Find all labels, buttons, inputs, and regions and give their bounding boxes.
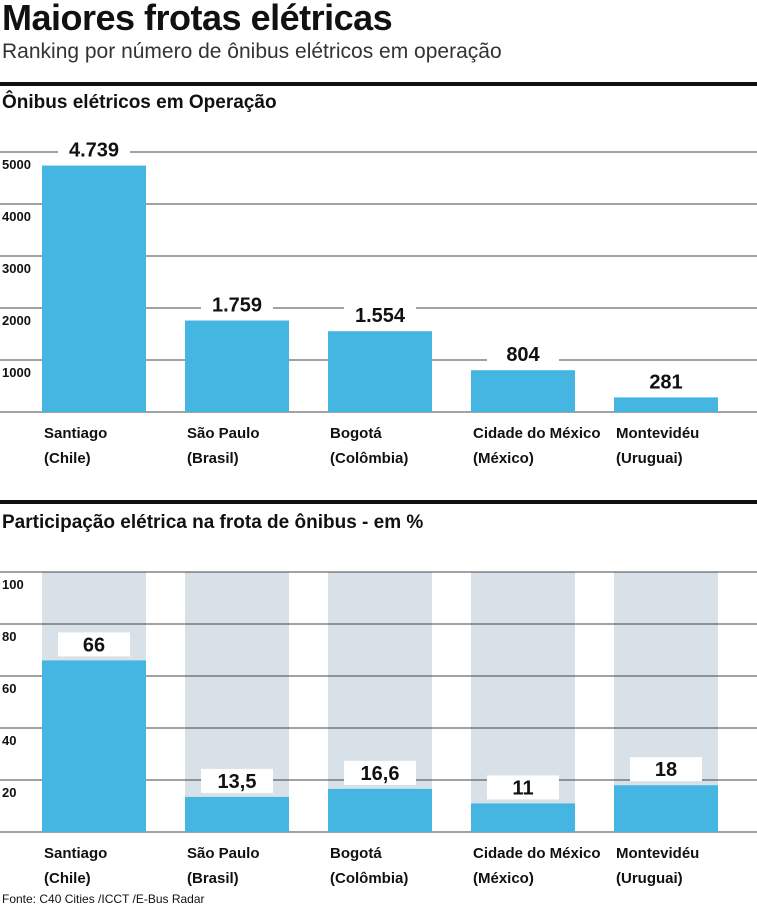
y-tick-label: 1000 (2, 365, 31, 380)
category-label: (Uruguai) (616, 870, 683, 887)
category-label: Cidade do México (473, 845, 601, 862)
value-label-bg (487, 775, 559, 800)
y-tick-label: 80 (2, 629, 16, 644)
category-label: (Uruguai) (616, 450, 683, 467)
bar (471, 803, 575, 832)
value-label-bg (487, 342, 559, 367)
value-label-bg (201, 292, 273, 317)
value-label: 4.739 (69, 140, 119, 162)
bar (185, 320, 289, 412)
y-tick-label: 40 (2, 733, 16, 748)
value-label-bg (344, 760, 416, 785)
bar-track (185, 572, 289, 832)
category-label: São Paulo (187, 845, 260, 862)
bar (185, 796, 289, 832)
category-label: (México) (473, 450, 534, 467)
bar (42, 165, 146, 412)
bar (471, 370, 575, 412)
page-title: Maiores frotas elétricas (2, 0, 393, 38)
category-label: São Paulo (187, 425, 260, 442)
value-label: 66 (83, 634, 105, 656)
value-label-bg (344, 303, 416, 328)
value-label-bg (630, 757, 702, 782)
bar (614, 785, 718, 832)
bar (328, 788, 432, 832)
chart2-title: Participação elétrica na frota de ônibus… (2, 512, 424, 533)
chart-electric-buses: 1000 2000 3000 4000 5000 4.739 Santiago (Chile)… (0, 137, 757, 467)
value-label: 18 (655, 759, 677, 781)
category-label: Santiago (44, 845, 107, 862)
value-label-bg (58, 632, 130, 657)
value-label: 11 (512, 777, 533, 799)
value-label: 1.759 (212, 295, 262, 317)
section-divider (0, 500, 757, 504)
category-label: (Colômbia) (330, 450, 408, 467)
value-label: 281 (649, 371, 682, 393)
y-tick-label: 5000 (2, 157, 31, 172)
category-label: (Chile) (44, 870, 91, 887)
category-label: Montevidéu (616, 425, 699, 442)
category-label: Santiago (44, 425, 107, 442)
value-label: 804 (506, 344, 540, 366)
y-tick-label: 20 (2, 785, 16, 800)
bar-track (328, 572, 432, 832)
value-label: 16,6 (361, 763, 400, 785)
chart-electric-share: 20 40 60 80 100 66 Santiago (Chile) 13,5 São Paul… (0, 571, 757, 887)
category-label: Montevidéu (616, 845, 699, 862)
value-label-bg (58, 137, 130, 162)
page-subtitle: Ranking por número de ônibus elétricos e… (2, 40, 502, 63)
category-label: Bogotá (330, 425, 382, 442)
y-tick-label: 4000 (2, 209, 31, 224)
source-note: Fonte: C40 Cities /ICCT /E-Bus Radar (2, 892, 205, 906)
section-divider (0, 82, 757, 86)
y-tick-label: 100 (2, 577, 24, 592)
value-label: 13,5 (218, 771, 257, 793)
category-label: Bogotá (330, 845, 382, 862)
category-label: (Chile) (44, 450, 91, 467)
category-label: (Brasil) (187, 450, 239, 467)
bar (614, 397, 718, 412)
y-tick-label: 60 (2, 681, 16, 696)
bar (328, 331, 432, 412)
value-label-bg (630, 369, 702, 394)
bar (42, 660, 146, 832)
category-label: Cidade do México (473, 425, 601, 442)
category-label: (México) (473, 870, 534, 887)
y-tick-label: 3000 (2, 261, 31, 276)
category-label: (Brasil) (187, 870, 239, 887)
value-label: 1.554 (355, 305, 406, 327)
category-label: (Colômbia) (330, 870, 408, 887)
y-tick-label: 2000 (2, 313, 31, 328)
chart1-title: Ônibus elétricos em Operação (2, 92, 277, 113)
value-label-bg (201, 768, 273, 793)
